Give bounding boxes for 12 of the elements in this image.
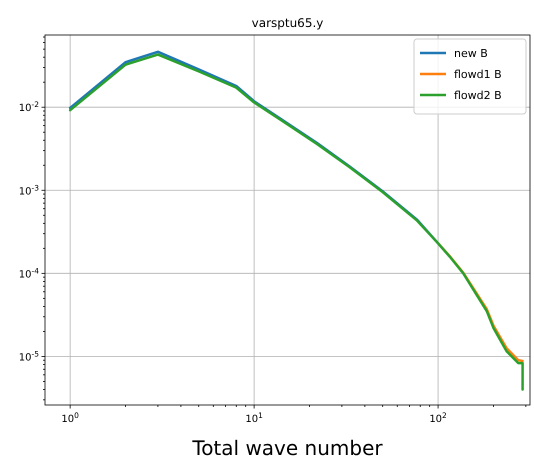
x-tick-label: 10$^{0}$: [61, 410, 80, 425]
x-tick-label: 10$^{2}$: [429, 410, 448, 425]
y-tick-label: 10$^{-3}$: [18, 182, 40, 198]
legend-label: new B: [454, 47, 488, 60]
x-tick-label: 10$^{1}$: [245, 410, 264, 425]
x-axis-title: Total wave number: [191, 436, 384, 460]
y-tick-label: 10$^{-2}$: [18, 100, 40, 114]
y-tick-label: 10$^{-4}$: [18, 266, 40, 280]
legend-label: flowd2 B: [454, 89, 502, 102]
y-tick-label: 10$^{-5}$: [18, 348, 40, 364]
legend-label: flowd1 B: [454, 68, 502, 81]
chart-title: varsptu65.y: [252, 16, 324, 30]
